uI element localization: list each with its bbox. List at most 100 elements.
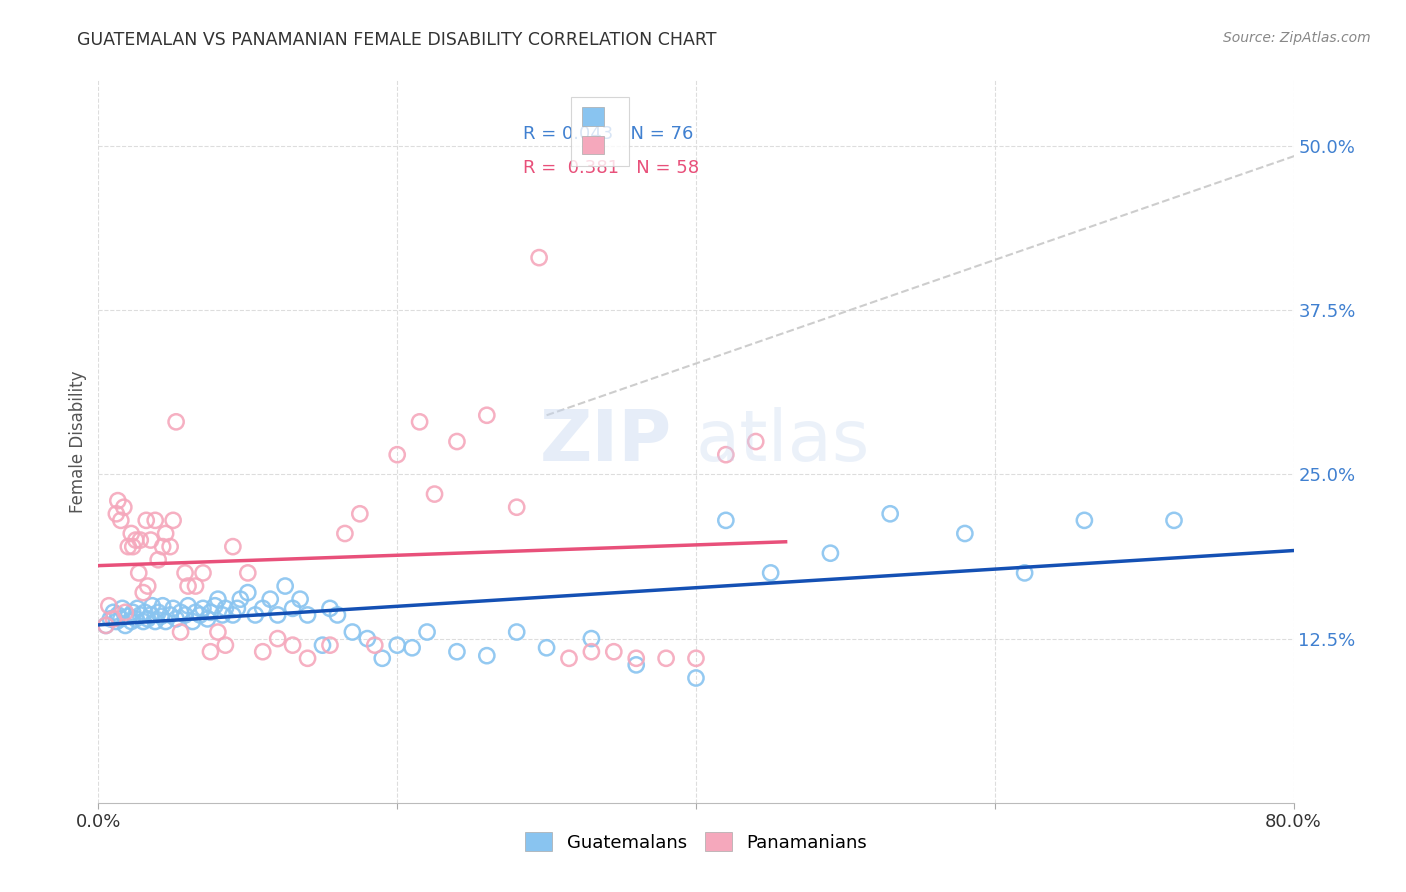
Point bbox=[174, 566, 197, 580]
Point bbox=[117, 609, 139, 624]
Y-axis label: Female Disability: Female Disability bbox=[69, 370, 87, 513]
Point bbox=[211, 607, 233, 622]
Point bbox=[121, 540, 143, 554]
Point bbox=[288, 592, 311, 607]
Point bbox=[236, 585, 259, 599]
Point bbox=[148, 553, 170, 567]
Point bbox=[222, 540, 245, 554]
Point bbox=[177, 579, 200, 593]
Point bbox=[162, 513, 184, 527]
Text: R =  0.381   N = 58: R = 0.381 N = 58 bbox=[523, 160, 699, 178]
Legend: Guatemalans, Panamanians: Guatemalans, Panamanians bbox=[517, 825, 875, 859]
Point bbox=[475, 648, 498, 663]
Point bbox=[114, 605, 136, 619]
Point bbox=[136, 612, 159, 626]
Point bbox=[129, 533, 152, 547]
Point bbox=[155, 526, 177, 541]
Point bbox=[159, 540, 181, 554]
Text: atlas: atlas bbox=[696, 407, 870, 476]
Point bbox=[416, 625, 439, 640]
Point bbox=[169, 605, 191, 619]
Point bbox=[184, 579, 207, 593]
Point bbox=[120, 615, 142, 629]
Point bbox=[214, 601, 236, 615]
Point bbox=[169, 625, 191, 640]
Point bbox=[207, 592, 229, 607]
Point bbox=[177, 599, 200, 613]
Point bbox=[446, 645, 468, 659]
Point bbox=[135, 513, 157, 527]
Point bbox=[165, 415, 187, 429]
Point bbox=[103, 612, 125, 626]
Point bbox=[159, 607, 181, 622]
Point bbox=[127, 601, 149, 615]
Point bbox=[125, 612, 148, 626]
Point bbox=[423, 487, 446, 501]
Point bbox=[184, 605, 207, 619]
Point bbox=[191, 566, 214, 580]
Point bbox=[200, 605, 222, 619]
Point bbox=[326, 607, 349, 622]
Point bbox=[132, 585, 155, 599]
Point bbox=[134, 605, 156, 619]
Point bbox=[114, 618, 136, 632]
Point bbox=[181, 615, 204, 629]
Point bbox=[204, 599, 226, 613]
Point bbox=[125, 533, 148, 547]
Point bbox=[128, 566, 150, 580]
Point bbox=[97, 599, 120, 613]
Point bbox=[143, 615, 166, 629]
Point bbox=[274, 579, 297, 593]
Point bbox=[152, 599, 174, 613]
Point bbox=[94, 618, 117, 632]
Point bbox=[165, 612, 187, 626]
Point bbox=[297, 607, 319, 622]
Point bbox=[603, 645, 626, 659]
Point bbox=[401, 640, 423, 655]
Point bbox=[364, 638, 387, 652]
Point bbox=[141, 599, 163, 613]
Point bbox=[342, 625, 364, 640]
Point bbox=[714, 448, 737, 462]
Point bbox=[259, 592, 281, 607]
Point bbox=[236, 566, 259, 580]
Point bbox=[222, 607, 245, 622]
Point bbox=[148, 605, 170, 619]
Point bbox=[139, 533, 162, 547]
Point bbox=[110, 513, 132, 527]
Point bbox=[527, 251, 550, 265]
Point bbox=[581, 632, 603, 646]
Point bbox=[226, 601, 249, 615]
Point bbox=[558, 651, 581, 665]
Point bbox=[536, 640, 558, 655]
Text: GUATEMALAN VS PANAMANIAN FEMALE DISABILITY CORRELATION CHART: GUATEMALAN VS PANAMANIAN FEMALE DISABILI… bbox=[77, 31, 717, 49]
Point bbox=[267, 607, 290, 622]
Point bbox=[121, 605, 143, 619]
Text: Source: ZipAtlas.com: Source: ZipAtlas.com bbox=[1223, 31, 1371, 45]
Point bbox=[136, 579, 159, 593]
Point bbox=[214, 638, 236, 652]
Point bbox=[103, 605, 125, 619]
Point bbox=[506, 625, 529, 640]
Point bbox=[506, 500, 529, 515]
Point bbox=[112, 500, 135, 515]
Point bbox=[349, 507, 371, 521]
Point bbox=[207, 625, 229, 640]
Point bbox=[820, 546, 842, 560]
Point bbox=[408, 415, 430, 429]
Point bbox=[319, 638, 342, 652]
Point bbox=[107, 493, 129, 508]
Point bbox=[188, 607, 211, 622]
Point bbox=[132, 615, 155, 629]
Point bbox=[685, 651, 707, 665]
Point bbox=[155, 615, 177, 629]
Point bbox=[229, 592, 252, 607]
Point bbox=[626, 651, 648, 665]
Point bbox=[105, 615, 128, 629]
Point bbox=[371, 651, 394, 665]
Point bbox=[626, 657, 648, 672]
Point bbox=[745, 434, 768, 449]
Point bbox=[267, 632, 290, 646]
Point bbox=[475, 409, 498, 423]
Point bbox=[94, 618, 117, 632]
